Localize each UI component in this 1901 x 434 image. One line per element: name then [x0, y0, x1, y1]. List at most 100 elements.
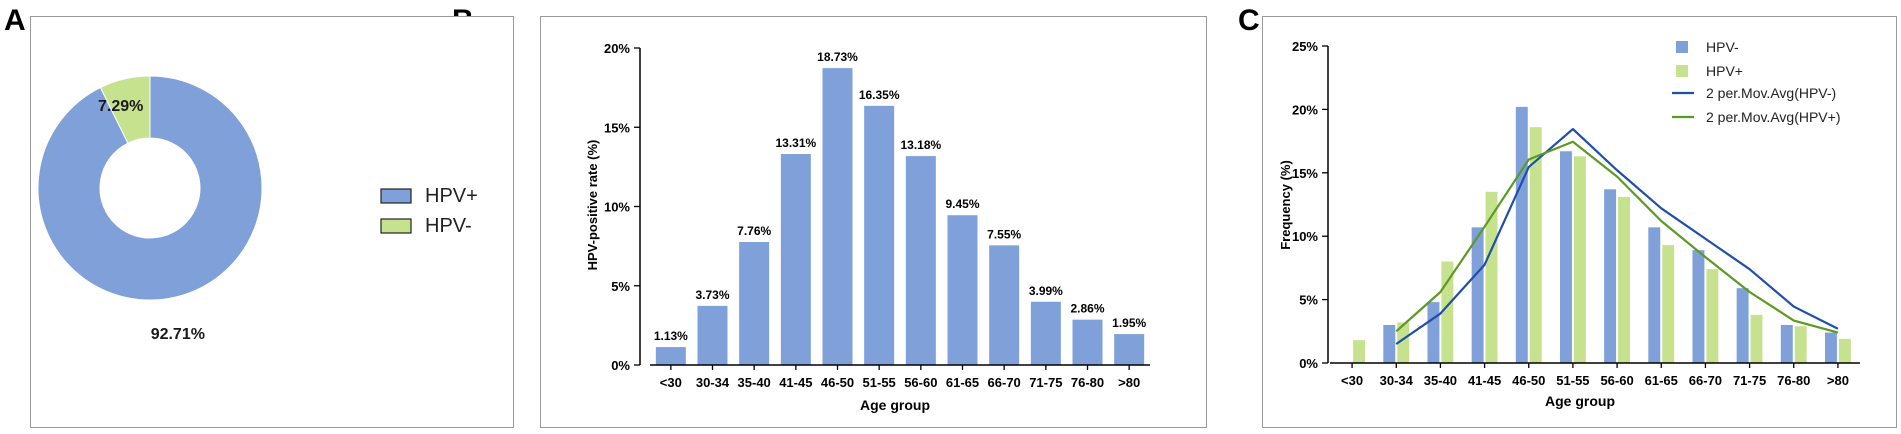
donut-slices	[37, 75, 263, 301]
data-label-61-65: 9.45%	[945, 197, 979, 211]
legend-label-hpv-neg: HPV-	[1706, 39, 1739, 55]
bar-hpv-neg-35-40	[1427, 302, 1440, 363]
donut-slice-hpv	[99, 75, 151, 144]
x-tick-label-76-80: 76-80	[1777, 373, 1810, 388]
bar-hpv-pos-gt-80	[1838, 338, 1851, 363]
y-axis-ticks: 0% 5% 10% 15% 20% 25%	[1292, 39, 1328, 371]
x-tick-label-56-60: 56-60	[904, 375, 937, 390]
y-tick-label: 5%	[1299, 293, 1318, 308]
bar-lt-30	[655, 347, 686, 365]
bar-data-labels: 1.13% 3.73% 7.76% 13.31% 18.73% 16.35% 13.18% 9…	[654, 50, 1147, 343]
x-tick-label-66-70: 66-70	[988, 375, 1021, 390]
data-label-51-55: 16.35%	[859, 88, 900, 102]
y-tick-label: 15%	[604, 120, 630, 135]
panel-label-c: C	[1238, 4, 1260, 37]
bar-hpv-neg-71-75	[1736, 288, 1749, 363]
bar-71-75	[1030, 301, 1061, 365]
bar-hpv-pos-71-75	[1750, 314, 1763, 363]
x-tick-label-66-70: 66-70	[1689, 373, 1722, 388]
bar-hpv-pos-61-65	[1662, 245, 1675, 363]
x-axis-ticks: <30 30-34 35-40 41-45 46-50 51-55 56-60 61-65 66…	[660, 365, 1140, 390]
data-label-66-70: 7.55%	[987, 227, 1021, 241]
data-label-gt-80: 1.95%	[1112, 316, 1146, 330]
x-tick-label-gt-80: >80	[1827, 373, 1849, 388]
legend-swatch-hpv-neg	[1676, 41, 1688, 53]
bar-hpv-neg-56-60	[1604, 189, 1617, 363]
donut-slice-hpv	[37, 75, 263, 301]
x-tick-label-51-55: 51-55	[863, 375, 896, 390]
y-tick-label: 20%	[604, 41, 630, 56]
x-tick-label-51-55: 51-55	[1556, 373, 1589, 388]
donut-labels: 92.71% 7.29%	[98, 98, 205, 343]
bar-series	[655, 68, 1145, 365]
x-tick-label-lt-30: <30	[1341, 373, 1363, 388]
bar-hpv-neg-66-70	[1692, 250, 1705, 363]
x-tick-label-76-80: 76-80	[1071, 375, 1104, 390]
bar-hpv-neg-gt-80	[1824, 332, 1837, 363]
bar-gt-80	[1114, 334, 1145, 365]
x-tick-label-lt-30: <30	[660, 375, 682, 390]
line-mavg-hpv-pos	[1395, 140, 1839, 334]
bar-41-45	[780, 154, 811, 365]
chart-legend: HPV- HPV+ 2 per.Mov.Avg(HPV-) 2 per.Mov.…	[1672, 39, 1840, 125]
bar-61-65	[947, 215, 978, 365]
y-tick-label: 5%	[611, 279, 630, 294]
x-tick-label-61-65: 61-65	[1645, 373, 1678, 388]
bar-66-70	[989, 245, 1020, 365]
x-axis-title: Age group	[860, 397, 930, 413]
x-tick-label-30-34: 30-34	[696, 375, 730, 390]
x-tick-label-46-50: 46-50	[1512, 373, 1545, 388]
x-tick-label-71-75: 71-75	[1733, 373, 1766, 388]
y-tick-label: 20%	[1292, 102, 1318, 117]
bar-30-34	[697, 305, 728, 365]
bar-hpv-pos-66-70	[1706, 269, 1719, 363]
bar-series	[1353, 106, 1851, 363]
bar-56-60	[905, 156, 936, 365]
y-axis-ticks: 0% 5% 10% 15% 20%	[604, 41, 640, 373]
y-axis-title: HPV-positive rate (%)	[585, 140, 600, 271]
x-tick-label-gt-80: >80	[1118, 375, 1140, 390]
moving-average-lines	[1395, 127, 1839, 345]
bar-hpv-pos-lt-30	[1353, 340, 1366, 363]
x-tick-label-41-45: 41-45	[1468, 373, 1501, 388]
y-tick-label: 25%	[1292, 39, 1318, 54]
data-label-71-75: 3.99%	[1029, 284, 1063, 298]
data-label-76-80: 2.86%	[1070, 302, 1104, 316]
data-label-30-34: 3.73%	[695, 288, 729, 302]
x-tick-label-71-75: 71-75	[1029, 375, 1062, 390]
x-tick-label-35-40: 35-40	[738, 375, 771, 390]
x-axis-title: Age group	[1545, 393, 1615, 409]
donut-label-hpv: 92.71%	[151, 326, 205, 343]
bar-46-50	[822, 68, 853, 365]
bar-hpv-pos-30-34	[1397, 322, 1410, 363]
y-axis-title: Frequency (%)	[1278, 160, 1293, 250]
bar-hpv-neg-30-34	[1383, 324, 1396, 363]
data-label-56-60: 13.18%	[900, 138, 941, 152]
data-label-46-50: 18.73%	[817, 50, 858, 64]
bar-hpv-pos-46-50	[1529, 127, 1542, 363]
donut-label-hpv: 7.29%	[98, 98, 143, 115]
x-tick-label-46-50: 46-50	[821, 375, 854, 390]
legend-label-hpv-pos: HPV+	[1706, 63, 1743, 79]
bar-hpv-neg-61-65	[1648, 227, 1661, 363]
bar-hpv-pos-41-45	[1485, 191, 1498, 363]
bar-hpv-neg-46-50	[1515, 106, 1528, 363]
bar-hpv-pos-76-80	[1794, 326, 1807, 363]
y-tick-label: 15%	[1292, 166, 1318, 181]
data-label-lt-30: 1.13%	[654, 329, 688, 343]
legend-swatch-hpv-pos	[1676, 65, 1688, 77]
legend-swatch-hpv-pos	[380, 188, 412, 204]
legend-swatch-hpv-neg	[380, 218, 412, 234]
x-tick-label-35-40: 35-40	[1424, 373, 1457, 388]
data-label-35-40: 7.76%	[737, 224, 771, 238]
bar-hpv-pos-35-40	[1441, 261, 1454, 363]
bar-hpv-pos-56-60	[1618, 196, 1631, 363]
x-tick-label-30-34: 30-34	[1380, 373, 1414, 388]
bar-35-40	[739, 242, 770, 365]
x-axis-ticks: <30 30-34 35-40 41-45 46-50 51-55 56-60 61-65 66…	[1341, 363, 1849, 388]
legend-label-mavg-pos: 2 per.Mov.Avg(HPV+)	[1706, 109, 1840, 125]
bar-hpv-neg-76-80	[1780, 324, 1793, 363]
y-tick-label: 10%	[1292, 229, 1318, 244]
